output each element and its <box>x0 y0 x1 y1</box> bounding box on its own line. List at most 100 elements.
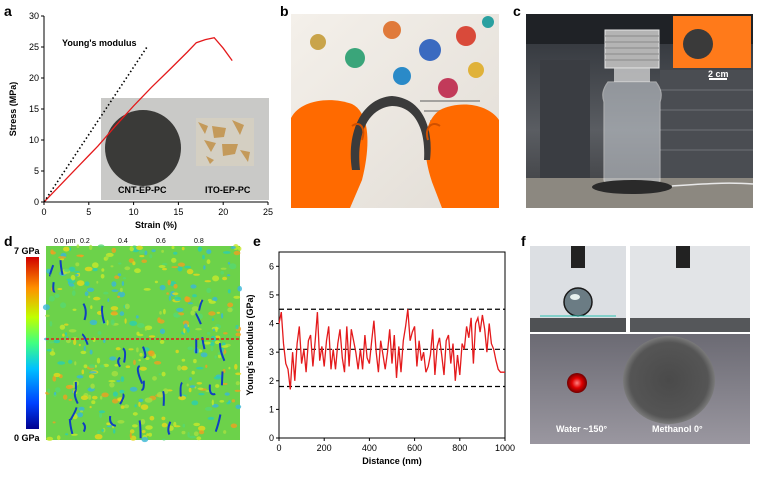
youngs-modulus-annotation: Young's modulus <box>62 38 136 48</box>
afm-texture-spot <box>74 361 76 365</box>
afm-texture-spot <box>136 347 139 352</box>
afm-texture-spot <box>187 269 194 274</box>
afm-texture-spot <box>124 404 129 408</box>
afm-texture-spot <box>171 266 178 268</box>
x-tick-label: 800 <box>452 443 467 453</box>
x-tick-label: 400 <box>362 443 377 453</box>
afm-texture-spot <box>101 393 108 398</box>
afm-texture-spot <box>192 306 199 311</box>
afm-map <box>43 244 242 442</box>
afm-texture-spot <box>229 263 236 269</box>
afm-texture-spot <box>163 439 166 441</box>
afm-texture-spot <box>196 436 201 440</box>
afm-texture-spot <box>112 399 118 404</box>
afm-texture-spot <box>148 433 152 437</box>
afm-texture-spot <box>222 383 227 385</box>
afm-texture-spot <box>139 399 144 403</box>
afm-texture-spot <box>163 309 166 315</box>
afm-texture-spot <box>75 274 78 276</box>
afm-texture-spot <box>183 328 185 333</box>
afm-texture-spot <box>111 319 115 325</box>
cnt-disk <box>105 110 181 186</box>
afm-texture-spot <box>57 288 62 290</box>
afm-texture-spot <box>92 396 98 400</box>
afm-texture-spot <box>205 365 207 368</box>
afm-texture-spot <box>189 377 192 380</box>
afm-texture-spot <box>113 391 118 396</box>
y-axis-label: Young's modulus (GPa) <box>245 295 255 396</box>
inset-left-label: CNT-EP-PC <box>118 185 167 195</box>
afm-texture-spot <box>89 371 97 373</box>
panel-label-e: e <box>253 233 261 249</box>
afm-texture-spot <box>184 266 191 269</box>
afm-texture-spot <box>198 393 204 395</box>
afm-texture-spot <box>101 268 104 272</box>
afm-texture-spot <box>183 424 186 428</box>
y-tick-label: 0 <box>269 433 274 443</box>
y-tick-label: 0 <box>34 197 39 207</box>
afm-texture-spot <box>136 332 139 336</box>
x-axis-label: Strain (%) <box>135 220 177 230</box>
afm-texture-spot <box>188 302 193 304</box>
afm-texture-spot <box>98 331 102 335</box>
afm-texture-spot <box>181 366 188 371</box>
afm-texture-spot <box>227 274 230 276</box>
afm-texture-spot <box>145 357 149 360</box>
afm-texture-spot <box>123 277 126 279</box>
afm-texture-spot <box>63 247 70 252</box>
afm-texture-spot <box>160 340 165 344</box>
afm-low-modulus-streak <box>75 382 76 391</box>
y-tick-label: 20 <box>29 73 39 83</box>
afm-texture-spot <box>53 421 56 423</box>
afm-texture-spot <box>152 249 156 252</box>
afm-texture-spot <box>109 382 114 387</box>
top-tick-1: 0.2 <box>80 238 90 245</box>
afm-texture-spot <box>77 280 85 286</box>
afm-texture-spot <box>219 400 224 403</box>
afm-texture-spot <box>120 311 125 316</box>
afm-texture-spot <box>85 267 93 272</box>
afm-texture-spot <box>93 297 100 301</box>
afm-texture-spot <box>203 265 205 269</box>
panel-label-a: a <box>4 3 12 19</box>
afm-texture-spot <box>67 279 72 281</box>
afm-texture-spot <box>66 385 73 389</box>
afm-texture-spot <box>212 400 214 406</box>
afm-texture-spot <box>158 319 164 323</box>
y-tick-label: 5 <box>269 290 274 300</box>
afm-texture-spot <box>222 345 229 348</box>
afm-texture-spot <box>235 373 241 376</box>
afm-texture-spot <box>111 306 119 310</box>
afm-texture-spot <box>213 329 215 332</box>
y-tick-label: 4 <box>269 319 274 329</box>
afm-texture-spot <box>173 284 177 289</box>
afm-texture-spot <box>89 374 94 378</box>
y-tick-label: 30 <box>29 11 39 21</box>
afm-texture-spot <box>111 265 114 267</box>
afm-texture-spot <box>54 340 60 344</box>
y-axis-label: Stress (MPa) <box>8 82 18 137</box>
afm-texture-spot <box>139 353 142 357</box>
afm-texture-spot <box>207 332 211 335</box>
afm-texture-spot <box>162 372 166 377</box>
afm-texture-spot <box>122 281 124 286</box>
x-tick-label: 200 <box>317 443 332 453</box>
afm-texture-spot <box>87 288 94 292</box>
afm-texture-spot <box>45 315 50 317</box>
top-tick-3: 0.6 <box>156 238 166 245</box>
afm-texture-spot <box>148 350 154 356</box>
afm-texture-spot <box>77 244 80 248</box>
top-tick-0: 0.0 μm <box>54 238 76 245</box>
afm-texture-spot <box>79 344 81 347</box>
afm-texture-spot <box>73 309 77 311</box>
afm-texture-spot <box>112 289 119 292</box>
afm-texture-spot <box>184 323 188 328</box>
afm-texture-spot <box>90 320 98 325</box>
afm-texture-spot <box>144 288 151 291</box>
afm-texture-spot <box>175 295 178 297</box>
methanol-spot <box>623 336 715 424</box>
afm-texture-spot <box>95 434 103 439</box>
photo-c: 2 cm <box>526 14 753 208</box>
afm-texture-spot <box>106 255 109 260</box>
